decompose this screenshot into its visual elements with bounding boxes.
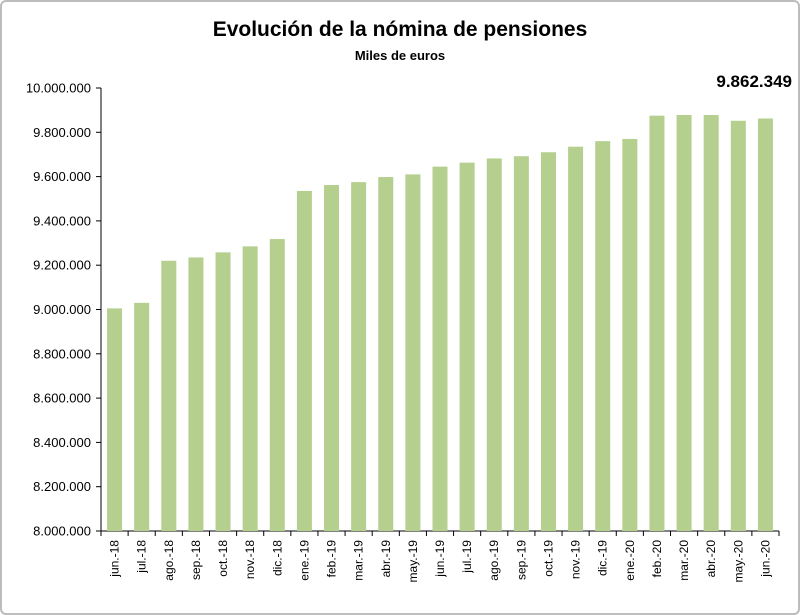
bar	[676, 115, 692, 531]
bar	[351, 182, 367, 531]
bar	[405, 174, 421, 531]
y-tick-label: 9.200.000	[33, 258, 91, 273]
x-tick-label: jun.-19	[433, 540, 447, 578]
y-tick-label: 8.000.000	[33, 524, 91, 539]
bar	[595, 141, 611, 531]
x-tick-label: ago.-19	[487, 540, 501, 581]
bar	[378, 177, 394, 531]
x-tick-label: feb.-19	[325, 540, 339, 578]
bar	[242, 246, 258, 531]
y-tick-label: 8.600.000	[33, 391, 91, 406]
y-tick-label: 8.800.000	[33, 346, 91, 361]
bar	[296, 190, 312, 531]
x-tick-label: jun.-18	[108, 540, 122, 578]
bar	[486, 158, 502, 531]
x-tick-label: nov.-19	[569, 540, 583, 579]
x-tick-label: mar.-20	[677, 540, 691, 581]
bar	[757, 118, 773, 532]
x-tick-label: ene.-20	[623, 540, 637, 581]
x-tick-label: jul.-19	[460, 540, 474, 574]
y-tick-label: 8.400.000	[33, 435, 91, 450]
bar	[730, 120, 746, 532]
x-tick-label: sep.-18	[189, 540, 203, 580]
x-tick-label: nov.-18	[243, 540, 257, 579]
bar	[107, 308, 123, 531]
x-tick-label: oct.-19	[541, 540, 555, 577]
chart-title: Evolución de la nómina de pensiones	[212, 18, 588, 41]
y-tick-label: 9.400.000	[33, 213, 91, 228]
x-tick-label: oct.-18	[216, 540, 230, 577]
y-tick-label: 9.800.000	[33, 125, 91, 140]
y-tick-label: 8.200.000	[33, 479, 91, 494]
y-tick-label: 9.600.000	[33, 169, 91, 184]
bar	[215, 252, 231, 531]
bar	[622, 138, 638, 531]
last-value-annotation: 9.862.349	[716, 72, 792, 91]
bar	[161, 260, 177, 531]
x-tick-label: may.-19	[406, 540, 420, 583]
bar	[540, 152, 556, 532]
y-tick-label: 10.000.000	[26, 81, 91, 96]
chart-subtitle: Miles de euros	[354, 48, 446, 63]
bar	[649, 115, 665, 531]
bar	[188, 257, 204, 531]
x-tick-label: jul.-18	[135, 540, 149, 574]
x-tick-label: ene.-19	[297, 540, 311, 581]
x-tick-label: sep.-19	[514, 540, 528, 580]
x-tick-label: may.-20	[731, 540, 745, 583]
x-tick-label: ago.-18	[162, 540, 176, 581]
bar	[513, 156, 529, 532]
y-tick-label: 9.000.000	[33, 302, 91, 317]
bar	[703, 115, 719, 531]
bar	[324, 185, 340, 531]
x-tick-label: dic.-18	[270, 540, 284, 576]
x-tick-label: feb.-20	[650, 540, 664, 578]
bar	[432, 166, 448, 531]
bar	[459, 162, 475, 531]
bar	[134, 302, 150, 531]
x-tick-label: abr.-19	[379, 540, 393, 578]
x-tick-label: abr.-20	[704, 540, 718, 578]
x-tick-label: dic.-19	[596, 540, 610, 576]
bar	[568, 146, 584, 531]
x-tick-label: jun.-20	[758, 540, 772, 578]
bar	[269, 239, 285, 532]
x-tick-label: mar.-19	[352, 540, 366, 581]
